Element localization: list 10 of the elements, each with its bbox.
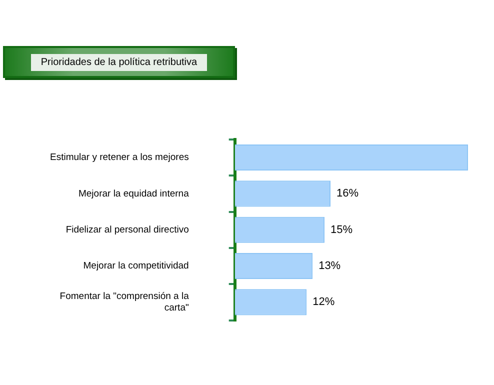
data-label: 12% (312, 296, 335, 308)
data-label: 13% (318, 260, 341, 272)
data-label: 15% (330, 224, 353, 236)
y-tick-label: Fidelizar al personal directivo (66, 224, 189, 236)
y-tick-label: Mejorar la competitividad (83, 260, 189, 272)
y-tick-label: Fomentar la "comprensión a la carta" (60, 291, 190, 314)
y-tick-label: Mejorar la equidad interna (78, 188, 190, 200)
y-tick-label: Estimular y retener a los mejores (50, 152, 190, 164)
data-label: 16% (336, 188, 359, 200)
text: Prioridades de la política retributiva (30, 54, 208, 70)
